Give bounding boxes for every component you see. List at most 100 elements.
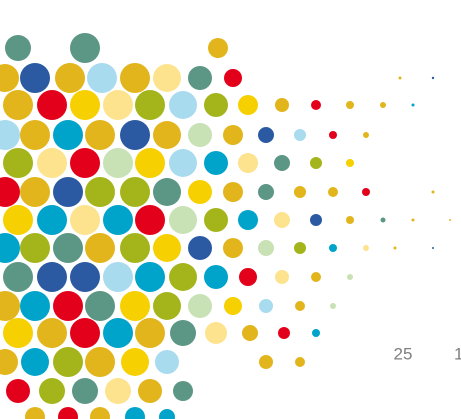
decor-dot <box>20 291 50 321</box>
decor-dot <box>20 177 50 207</box>
decor-dot <box>0 349 18 375</box>
decor-dot <box>70 262 100 292</box>
decor-dot <box>153 178 181 206</box>
decor-dot <box>21 348 49 376</box>
decor-dot <box>85 233 115 263</box>
decor-dot <box>103 205 133 235</box>
decor-dot <box>153 234 181 262</box>
decor-dot <box>330 303 336 309</box>
decor-dot <box>90 407 110 419</box>
decor-dot <box>275 270 289 284</box>
decor-dot <box>37 90 67 120</box>
decor-dot <box>412 104 415 107</box>
decor-dot <box>53 291 83 321</box>
decor-dot <box>329 131 337 139</box>
decor-dot <box>3 205 33 235</box>
decor-dot <box>120 177 150 207</box>
decor-dot <box>39 378 65 404</box>
decor-dot <box>169 206 197 234</box>
decor-dot <box>135 90 165 120</box>
decor-dot <box>103 148 133 178</box>
decor-dot <box>329 244 337 252</box>
decor-dot <box>3 90 33 120</box>
decor-dot <box>70 33 100 63</box>
decor-dot <box>310 214 322 226</box>
decor-dot <box>295 357 305 367</box>
decor-dot <box>120 120 150 150</box>
decor-dot <box>70 205 100 235</box>
decor-dot <box>380 102 386 108</box>
decor-dot <box>188 236 212 260</box>
decor-dot <box>362 188 370 196</box>
decor-dot <box>278 327 290 339</box>
decor-dot <box>208 38 228 58</box>
decor-dot <box>155 350 179 374</box>
decor-dot <box>432 191 435 194</box>
decor-dot <box>25 407 45 419</box>
decor-dot <box>274 155 290 171</box>
decor-dot <box>5 35 31 61</box>
decor-dot <box>153 292 181 320</box>
decor-dot <box>135 262 165 292</box>
decor-dot <box>258 240 274 256</box>
decor-dot <box>20 120 50 150</box>
decor-dot <box>311 100 321 110</box>
decor-dot <box>381 218 386 223</box>
decor-dot <box>274 212 290 228</box>
decor-dot <box>346 101 354 109</box>
decor-dot <box>0 177 20 207</box>
decor-dot <box>103 262 133 292</box>
decor-dot <box>0 64 19 92</box>
decor-dot <box>85 120 115 150</box>
decor-dot <box>399 77 402 80</box>
decor-dot <box>87 63 117 93</box>
decor-dot <box>72 378 98 404</box>
decor-dot <box>258 184 274 200</box>
decor-dot <box>85 177 115 207</box>
decor-dot <box>238 95 258 115</box>
decor-dot <box>223 238 243 258</box>
decor-dot <box>188 294 212 318</box>
decor-dot <box>205 322 227 344</box>
decor-dot <box>153 121 181 149</box>
next-page-number: 1 <box>454 344 461 363</box>
decor-dot <box>53 233 83 263</box>
decor-dot <box>363 245 369 251</box>
decor-dot <box>224 297 242 315</box>
decor-dot <box>159 409 175 419</box>
decor-dot <box>204 151 228 175</box>
decor-dot <box>3 262 33 292</box>
decor-dot <box>37 262 67 292</box>
decor-dot <box>328 187 338 197</box>
decor-dot <box>120 233 150 263</box>
decor-dot <box>135 318 165 348</box>
decor-dot <box>169 149 197 177</box>
decor-dot <box>346 159 354 167</box>
decor-dot <box>70 148 100 178</box>
decor-dot <box>363 132 369 138</box>
decor-dot <box>37 205 67 235</box>
decor-dot <box>85 291 115 321</box>
decor-dot <box>170 320 196 346</box>
decor-dot <box>259 355 273 369</box>
decor-dot <box>0 233 20 263</box>
decor-dot <box>153 64 181 92</box>
decor-dot <box>259 299 273 313</box>
decor-dot <box>53 347 83 377</box>
decor-dot <box>432 77 434 79</box>
decor-dot <box>58 407 78 419</box>
dot-pattern <box>0 33 451 419</box>
decor-dot <box>242 325 258 341</box>
decor-dot <box>204 208 228 232</box>
slide: .Y{fill:#e2b51c}.L{fill:#fde38e}.G{fill:… <box>0 0 461 419</box>
decor-dot <box>70 90 100 120</box>
decor-dot <box>37 318 67 348</box>
decor-dot <box>103 318 133 348</box>
decor-dot <box>310 157 322 169</box>
decor-dot <box>53 177 83 207</box>
decor-dot <box>294 129 306 141</box>
decor-dot <box>294 186 306 198</box>
decor-dot <box>169 91 197 119</box>
page-number: 25 <box>394 344 413 363</box>
decor-dot <box>295 301 305 311</box>
